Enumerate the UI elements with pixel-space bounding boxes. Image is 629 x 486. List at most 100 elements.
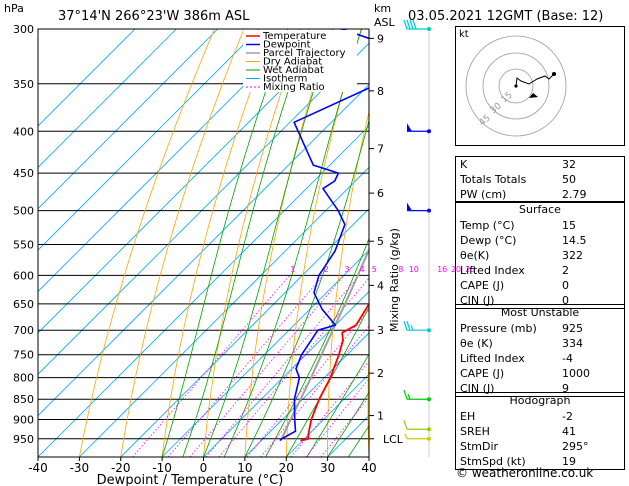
wind-barb [404,433,431,441]
hodo-value: 295° [562,440,589,453]
mixing-ratio-label: 25 [465,265,475,274]
dry-adiabat-line [161,29,274,457]
pressure-tick-label: 500 [13,205,34,218]
wet-adiabat-line [161,29,289,457]
temperature-line [300,301,369,442]
altitude-tick-label: 7 [377,143,384,156]
mu-value: 334 [562,337,583,350]
pressure-tick-label: 700 [13,324,34,337]
index-value: 50 [562,173,576,186]
legend-label-isotherm: Isotherm [263,74,307,85]
mu-row: CIN (J) 9 [456,381,624,396]
index-row-k: K 32 [456,157,624,172]
surface-value: 2 [562,264,569,277]
legend-label-mixing-ratio: Mixing Ratio [263,82,325,93]
surface-value: 0 [562,294,569,307]
wind-barb-half-flag [404,433,408,439]
surface-value: 14.5 [562,234,587,247]
lcl-label: LCL [383,433,404,446]
hodograph-trace [515,73,555,87]
wind-barb-station [427,427,431,432]
index-row-totals: Totals Totals 50 [456,172,624,187]
most-unstable-title: Most Unstable [500,306,580,319]
x-axis-label: Dewpoint / Temperature (°C) [97,473,284,486]
hodograph-point-origin [514,84,518,88]
mixing-ratio-label: 16 [437,265,447,274]
dry-adiabat-line [120,29,245,457]
pressure-tick-label: 750 [13,349,34,362]
pressure-tick-label: 950 [13,433,34,446]
wind-barb-pennant [407,202,412,211]
pressure-tick-label: 300 [13,23,34,36]
pressure-tick-label: 450 [13,167,34,180]
index-label: Totals Totals [460,173,527,186]
mixing-ratio-label: 1 [290,265,295,274]
surface-box: Surface Temp (°C) 15 Dewp (°C) 14.5 θe(K) 3… [455,201,625,309]
wind-barb [407,202,431,213]
mixing-ratio-labels: 1 2 3 4 5 8 10 16 20 25 [290,265,475,274]
legend-label-dry-adiabat: Dry Adiabat [263,57,322,68]
wind-barb-flag [412,19,417,30]
surface-row: θe(K) 322 [456,248,624,263]
isotherm-line [203,290,369,457]
isotherm-line [38,29,343,334]
surface-row: Dewp (°C) 14.5 [456,233,624,248]
wind-barb-flag [403,19,408,30]
wind-barb-flag [406,321,411,331]
temperature-tick-label: 0 [200,461,208,475]
legend: Temperature Dewpoint Parcel Trajectory D… [243,30,357,93]
mu-label: CIN (J) [460,382,495,395]
dewpoint-line [279,29,369,442]
wind-barb-station [427,328,431,333]
surface-label: Dewp (°C) [460,234,517,247]
altitude-tick-label: 6 [377,187,384,200]
surface-label: CIN (J) [460,294,495,307]
temperature-tick-label: 20 [279,461,294,475]
isotherm-line [244,332,369,457]
surface-title: Surface [519,203,561,216]
temperature-tick-label: -20 [111,461,131,475]
wet-adiabat-line [182,29,310,457]
background-lines [38,29,369,457]
wet-adiabat-line [265,237,369,457]
isotherm-line [38,29,177,168]
datetime-title: 03.05.2021 12GMT (Base: 12) [408,9,603,24]
hodo-row: SREH 41 [456,424,624,439]
surface-row: Lifted Index 2 [456,263,624,278]
hodo-row: StmDir 295° [456,439,624,454]
legend-label-parcel: Parcel Trajectory [263,48,346,59]
hodo-row: EH -2 [456,409,624,424]
mu-label: θe (K) [460,337,493,350]
isotherm-line [120,208,369,457]
index-label: PW (cm) [460,188,507,201]
hodograph-unit: kt [459,29,469,40]
copyright-footer[interactable]: © weatheronline.co.uk [456,466,594,480]
mu-row: θe (K) 334 [456,336,624,351]
wind-barb-station [427,208,431,213]
mixing-ratio-line [205,275,360,457]
index-row-pw: PW (cm) 2.79 [456,187,624,202]
wet-adiabat-line [244,119,369,457]
isotherm-line [38,29,301,293]
parcel-trajectory-line [280,247,369,440]
pressure-tick-label: 650 [13,298,34,311]
dry-adiabat-line [367,346,369,457]
surface-label: Lifted Index [460,264,525,277]
pressure-tick-label: 850 [13,393,34,406]
pressure-tick-label: 800 [13,372,34,385]
hodograph-ring-45 [465,35,567,137]
isotherm-line [38,29,136,127]
hodograph-ring-30 [482,52,550,120]
temperature-tick-label: -10 [152,461,172,475]
mixing-ratio-label: 4 [360,265,365,274]
location-title: 37°14'N 266°23'W 386m ASL [58,9,250,24]
wet-adiabat-line [306,353,369,457]
wet-adiabat-line [223,29,362,457]
temperature-tick-label: -30 [70,461,90,475]
altitude-tick-label: 3 [377,324,384,337]
temperature-tick-label: 10 [237,461,252,475]
wind-barb-pennant [407,123,412,132]
mu-value: 9 [562,382,569,395]
mixing-ratio-line [260,325,369,457]
most-unstable-box: Most Unstable Pressure (mb) 925 θe (K) 334… [455,304,625,397]
